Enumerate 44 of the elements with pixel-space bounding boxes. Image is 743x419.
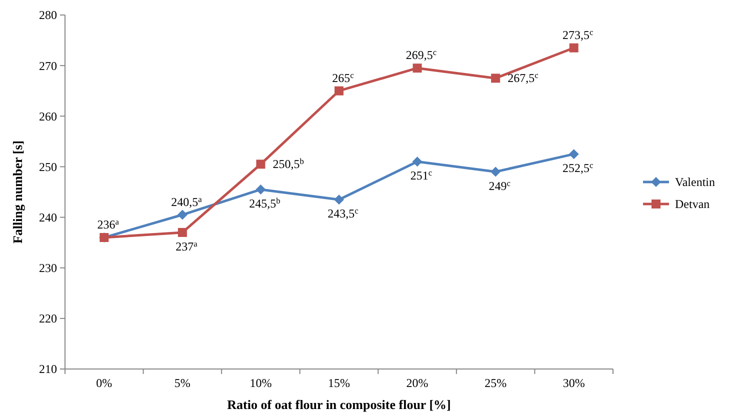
point (412, 64, 422, 73)
point (491, 74, 500, 83)
x-tick-label: 20% (406, 376, 428, 390)
data-label: 243,5$^{c}$ (328, 206, 359, 221)
data-label: 265$^{c}$ (332, 70, 354, 85)
point (412, 156, 422, 167)
x-axis-title: Ratio of oat flour in composite flour [%] (227, 397, 451, 412)
data-label: 240,5$^{a}$ (171, 194, 202, 209)
point (256, 160, 266, 169)
x-tick-label: 30% (562, 376, 585, 390)
legend-label: Valentin (675, 175, 715, 190)
data-label: 252,5$^{c}$ (562, 160, 594, 176)
y-tick-label: 210 (39, 362, 57, 376)
y-tick-label: 230 (39, 261, 57, 276)
x-tick-label: 0% (96, 376, 112, 390)
data-label: 237$^{a}$ (176, 238, 198, 254)
data-label: 273,5$^{c}$ (562, 27, 594, 42)
data-label: 269,5$^{c}$ (406, 48, 437, 62)
point (490, 166, 501, 177)
point (334, 86, 344, 96)
data-label: 245,5$^{b}$ (249, 196, 280, 210)
y-tick-label: 220 (39, 312, 57, 326)
y-tick-label: 260 (39, 109, 57, 124)
y-axis-title: Falling number [s] (10, 140, 25, 244)
y-tick-label: 280 (39, 8, 57, 22)
x-tick-label: 10% (250, 376, 272, 390)
point (177, 210, 188, 220)
x-tick-label: 15% (328, 376, 350, 390)
x-tick-label: 5% (174, 376, 190, 390)
data-label: 251$^{c}$ (410, 168, 432, 183)
y-tick-label: 240 (39, 210, 57, 224)
point (334, 194, 344, 205)
point (569, 43, 578, 52)
y-tick-label: 250 (39, 160, 57, 174)
legend-label: Detvan (675, 197, 710, 212)
point (568, 149, 579, 160)
y-tick-label: 270 (39, 58, 57, 73)
x-tick-label: 25% (484, 376, 507, 390)
point (178, 228, 187, 237)
point (256, 184, 266, 194)
data-label: 267,5$^{c}$ (508, 70, 539, 86)
data-label: 250,5$^{b}$ (272, 156, 304, 172)
data-label: 249$^{c}$ (488, 178, 511, 193)
data-label: 236$^{a}$ (97, 217, 120, 232)
